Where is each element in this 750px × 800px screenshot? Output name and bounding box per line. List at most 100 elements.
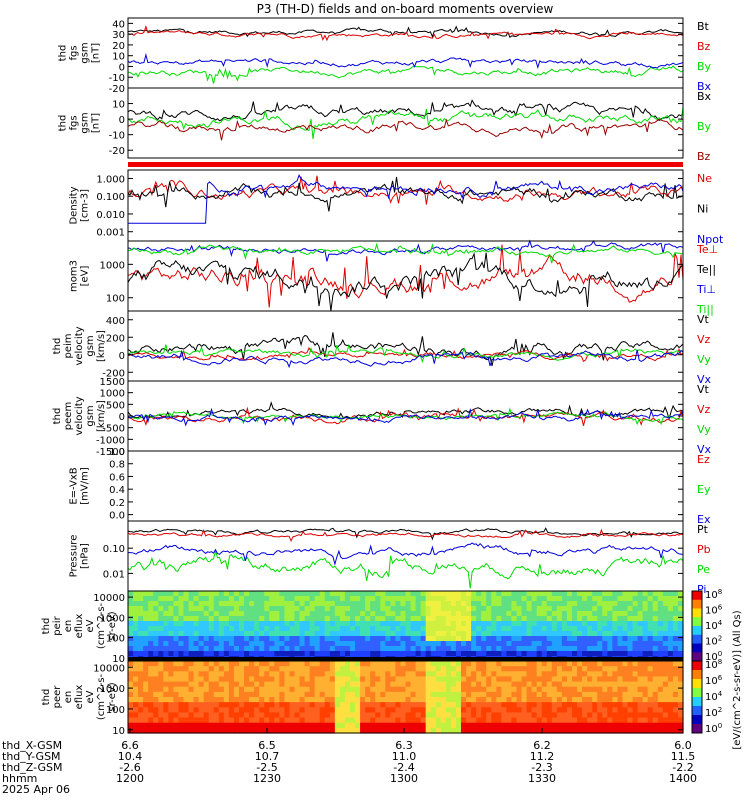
spectrogram-cell: [143, 702, 149, 708]
spectrogram-cell: [445, 626, 452, 632]
spectrogram-cell: [143, 631, 149, 637]
spectrogram-cell: [455, 671, 462, 678]
spectrogram-cell: [370, 636, 376, 642]
spectrogram-cell: [269, 651, 275, 657]
spectrogram-cell: [254, 681, 260, 688]
spectrogram-cell: [455, 686, 462, 693]
spectrogram-cell: [218, 712, 225, 719]
spectrogram-cell: [420, 702, 427, 708]
spectrogram-cell: [551, 697, 558, 703]
spectrogram-cell: [279, 681, 286, 688]
series-line-Pi: [128, 542, 684, 567]
spectrogram-cell: [319, 681, 326, 688]
spectrogram-cell: [203, 606, 210, 612]
spectrogram-cell: [662, 591, 669, 597]
spectrogram-cell: [173, 621, 180, 627]
spectrogram-cell: [536, 661, 543, 667]
spectrogram-cell: [662, 727, 669, 734]
spectrogram-cell: [284, 722, 291, 729]
spectrogram-cell: [133, 727, 139, 734]
spectrogram-cell: [617, 631, 624, 637]
y-tick-label: 10: [112, 726, 125, 737]
spectrogram-cell: [617, 712, 624, 719]
spectrogram-cell: [657, 596, 664, 602]
spectrogram-cell: [360, 676, 366, 683]
spectrogram-cell: [299, 717, 306, 724]
spectrogram-cell: [445, 616, 452, 622]
spectrogram-cell: [455, 717, 462, 724]
spectrogram-cell: [314, 621, 321, 627]
spectrogram-cell: [173, 641, 180, 647]
legend-Bx: Bx: [697, 90, 712, 103]
spectrogram-cell: [334, 646, 341, 652]
spectrogram-cell: [602, 631, 608, 637]
spectrogram-cell: [360, 671, 366, 678]
spectrogram-cell: [334, 616, 341, 622]
spectrogram-cell: [360, 611, 366, 617]
spectrogram-cell: [158, 616, 164, 622]
spectrogram-cell: [531, 691, 538, 698]
spectrogram-cell: [556, 697, 563, 703]
spectrogram-cell: [208, 651, 215, 657]
spectrogram-cell: [582, 626, 588, 632]
spectrogram-cell: [450, 626, 457, 632]
spectrogram-cell: [309, 621, 316, 627]
spectrogram-cell: [657, 686, 664, 693]
spectrogram-cell: [309, 707, 316, 714]
spectrogram-cell: [213, 686, 220, 693]
spectrogram-cell: [299, 691, 306, 698]
spectrogram-cell: [536, 691, 543, 698]
spectrogram-cell: [289, 707, 296, 714]
spectrogram-cell: [304, 712, 311, 719]
spectrogram-cell: [577, 702, 583, 708]
spectrogram-cell: [208, 691, 215, 698]
spectrogram-cell: [652, 661, 659, 667]
spectrogram-cell: [531, 681, 538, 688]
spectrogram-cell: [597, 626, 603, 632]
spectrogram-cell: [435, 727, 442, 734]
spectrogram-cell: [455, 707, 462, 714]
spectrogram-cell: [350, 596, 356, 602]
spectrogram-cell: [193, 641, 200, 647]
spectrogram-cell: [541, 596, 548, 602]
spectrogram-cell: [148, 611, 154, 617]
spectrogram-cell: [672, 626, 679, 632]
y-tick-label: 10: [112, 100, 125, 111]
series-line-Ni: [127, 176, 684, 212]
spectrogram-cell: [365, 606, 371, 612]
spectrogram-cell: [269, 691, 275, 698]
spectrogram-cell: [496, 676, 502, 683]
spectrogram-cell: [400, 691, 407, 698]
spectrogram-cell: [143, 712, 149, 719]
spectrogram-cell: [203, 646, 210, 652]
spectrogram-cell: [556, 666, 563, 672]
spectrogram-cell: [627, 666, 634, 672]
spectrogram-cell: [163, 601, 169, 607]
spectrogram-cell: [329, 641, 336, 647]
spectrogram-cell: [652, 686, 659, 693]
spectrogram-cell: [188, 707, 195, 714]
spectrogram-cell: [410, 596, 417, 602]
spectrogram-cell: [239, 611, 245, 617]
spectrogram-cell: [168, 651, 175, 657]
spectrogram-cell: [566, 601, 573, 607]
spectrogram-cell: [440, 591, 447, 597]
spectrogram-cell: [637, 591, 644, 597]
spectrogram-cell: [541, 722, 548, 729]
spectrogram-cell: [223, 671, 230, 678]
spectrogram-cell: [370, 641, 376, 647]
spectrogram-cell: [415, 702, 422, 708]
spectrogram-cell: [334, 671, 341, 678]
spectrogram-cell: [329, 636, 336, 642]
spectrogram-cell: [193, 611, 200, 617]
spectrogram-cell: [531, 626, 538, 632]
spectrogram-cell: [208, 676, 215, 683]
spectrogram-cell: [435, 611, 442, 617]
spectrogram-cell: [440, 601, 447, 607]
spectrogram-cell: [466, 722, 472, 729]
spectrogram-cell: [435, 616, 442, 622]
spectrogram-cell: [556, 596, 563, 602]
spectrogram-cell: [350, 697, 356, 703]
spectrogram-cell: [466, 631, 472, 637]
